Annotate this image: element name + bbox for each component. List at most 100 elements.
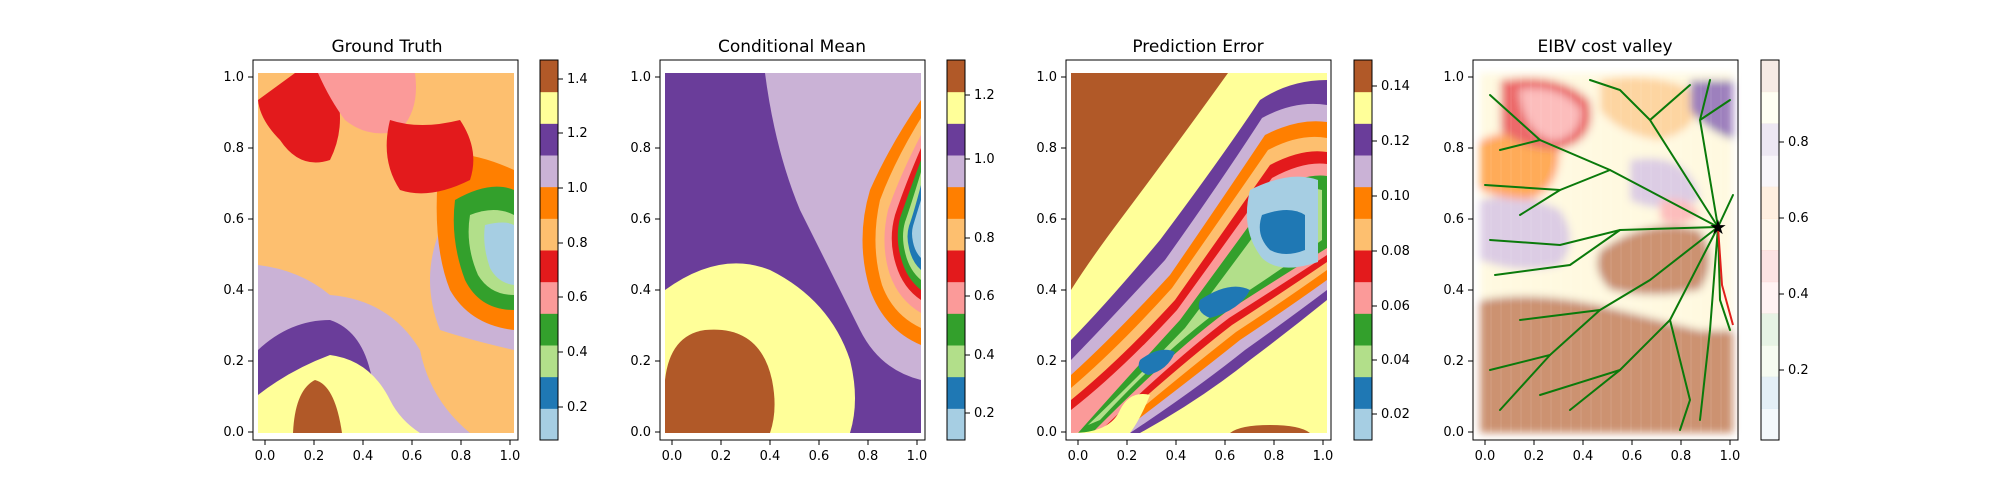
colorbar-swatch xyxy=(540,155,558,188)
y-tick-label: 1.0 xyxy=(1443,70,1464,85)
y-tick-label: 1.0 xyxy=(223,70,244,85)
y-tick-label: 1.0 xyxy=(1036,70,1057,85)
colorbar-swatch xyxy=(1761,155,1779,188)
x-tick-label: 0.0 xyxy=(1068,449,1089,464)
colorbar-swatch xyxy=(947,123,965,156)
heatmap-ground-truth xyxy=(252,59,519,441)
colorbar-swatch xyxy=(540,281,558,314)
x-tick-label: 0.4 xyxy=(760,449,781,464)
x-tick-label: 0.2 xyxy=(1117,449,1138,464)
colorbar-swatch xyxy=(1761,313,1779,346)
y-tick-label: 0.0 xyxy=(630,425,651,440)
x-tick-label: 0.2 xyxy=(711,449,732,464)
y-tick-label: 0.8 xyxy=(630,141,651,156)
colorbar-tick-label: 0.6 xyxy=(974,289,995,304)
y-tick-label: 0.0 xyxy=(223,425,244,440)
x-axis: 0.0 0.2 0.4 0.6 0.8 1.0 xyxy=(1068,440,1334,464)
colorbar-swatch xyxy=(947,408,965,441)
colorbar-swatch xyxy=(540,60,558,93)
panel-ground-truth: Ground Truth 0.0 0.2 0.4 0.6 0.8 1.0 xyxy=(223,37,587,464)
y-tick-label: 0.0 xyxy=(1036,425,1057,440)
y-axis: 0.0 0.2 0.4 0.6 0.8 1.0 xyxy=(1036,70,1066,440)
colorbar-tick-label: 0.4 xyxy=(974,348,995,363)
y-tick-label: 0.4 xyxy=(630,283,651,298)
colorbar-swatch xyxy=(947,250,965,283)
colorbar-swatch xyxy=(1761,60,1779,93)
panel-title: Prediction Error xyxy=(1132,37,1263,57)
y-tick-label: 0.2 xyxy=(223,354,244,369)
colorbar-swatches xyxy=(1761,60,1779,441)
x-tick-label: 1.0 xyxy=(907,449,928,464)
colorbar-swatch xyxy=(1354,186,1372,219)
x-tick-label: 1.0 xyxy=(1313,449,1334,464)
colorbar-tick-label: 0.8 xyxy=(1788,135,1809,150)
colorbar-tick-label: 0.06 xyxy=(1381,299,1410,314)
y-tick-label: 0.6 xyxy=(1443,212,1464,227)
colorbar-swatch xyxy=(947,186,965,219)
panel-eibv-cost-valley: EIBV cost valley xyxy=(1443,37,1808,464)
colorbar-swatch xyxy=(1354,376,1372,409)
colorbar-swatch xyxy=(1761,218,1779,251)
colorbar-swatch xyxy=(947,313,965,346)
x-tick-label: 0.8 xyxy=(858,449,879,464)
colorbar-swatch xyxy=(947,155,965,188)
y-tick-label: 0.4 xyxy=(223,283,244,298)
colorbar-swatch xyxy=(1761,91,1779,124)
colorbar-swatch xyxy=(1761,281,1779,314)
x-tick-label: 0.6 xyxy=(1215,449,1236,464)
colorbar-swatch xyxy=(1761,376,1779,409)
colorbar-swatch xyxy=(1761,186,1779,219)
colorbar-swatch xyxy=(540,376,558,409)
colorbar-tick-label: 0.4 xyxy=(1788,287,1809,302)
colorbar-swatch xyxy=(947,218,965,251)
x-tick-label: 0.2 xyxy=(1524,449,1545,464)
y-tick-label: 0.8 xyxy=(223,141,244,156)
colorbar: 0.2 0.4 0.6 0.8 1.0 1.2 1.4 xyxy=(539,59,588,441)
y-tick-label: 0.8 xyxy=(1443,141,1464,156)
colorbar-swatch xyxy=(540,408,558,441)
cost-field xyxy=(1472,59,1739,441)
colorbar-swatch xyxy=(540,250,558,283)
panel-title: EIBV cost valley xyxy=(1537,37,1672,57)
heatmap-prediction-error xyxy=(1065,59,1332,441)
colorbar-tick-label: 0.8 xyxy=(567,236,588,251)
x-axis: 0.0 0.2 0.4 0.6 0.8 1.0 xyxy=(1475,440,1741,464)
colorbar-tick-label: 1.0 xyxy=(567,181,588,196)
colorbar-swatch xyxy=(1354,60,1372,93)
current-location-star-icon: ★ xyxy=(1709,215,1727,239)
colorbar-swatch xyxy=(1354,91,1372,124)
colorbar: 0.02 0.04 0.06 0.08 0.10 0.12 0.14 xyxy=(1353,59,1410,441)
colorbar-tick-label: 0.08 xyxy=(1381,244,1410,259)
panel-title: Conditional Mean xyxy=(718,37,866,57)
x-tick-label: 0.8 xyxy=(1671,449,1692,464)
colorbar-swatch xyxy=(1761,345,1779,378)
colorbar: 0.2 0.4 0.6 0.8 xyxy=(1760,59,1809,441)
x-tick-label: 0.6 xyxy=(809,449,830,464)
colorbar-swatches xyxy=(540,60,558,441)
colorbar-tick-label: 1.0 xyxy=(974,152,995,167)
x-tick-label: 0.0 xyxy=(255,449,276,464)
y-axis: 0.0 0.2 0.4 0.6 0.8 1.0 xyxy=(630,70,660,440)
x-tick-label: 0.4 xyxy=(353,449,374,464)
x-tick-label: 1.0 xyxy=(1720,449,1741,464)
colorbar-swatch xyxy=(947,376,965,409)
colorbar-swatch xyxy=(1354,345,1372,378)
y-tick-label: 0.4 xyxy=(1443,283,1464,298)
y-tick-label: 0.6 xyxy=(223,212,244,227)
x-axis: 0.0 0.2 0.4 0.6 0.8 1.0 xyxy=(255,440,520,464)
colorbar-tick-label: 0.02 xyxy=(1381,407,1410,422)
x-tick-label: 0.0 xyxy=(662,449,683,464)
colorbar-tick-label: 0.14 xyxy=(1381,79,1410,94)
colorbar-swatch xyxy=(540,186,558,219)
x-tick-label: 0.8 xyxy=(451,449,472,464)
colorbar-swatch xyxy=(1354,218,1372,251)
heatmap-conditional-mean xyxy=(659,59,926,441)
colorbar-tick-label: 0.04 xyxy=(1381,353,1410,368)
colorbar-swatch xyxy=(1761,250,1779,283)
x-tick-label: 0.0 xyxy=(1475,449,1496,464)
colorbar-swatch xyxy=(1354,281,1372,314)
panel-conditional-mean: Conditional Mean 0.0 0.2 0.4 0.6 0.8 1.0 xyxy=(630,37,994,464)
colorbar-swatch xyxy=(540,313,558,346)
panel-prediction-error: Prediction Error 0.0 0.2 0.4 0.6 xyxy=(1036,37,1410,464)
